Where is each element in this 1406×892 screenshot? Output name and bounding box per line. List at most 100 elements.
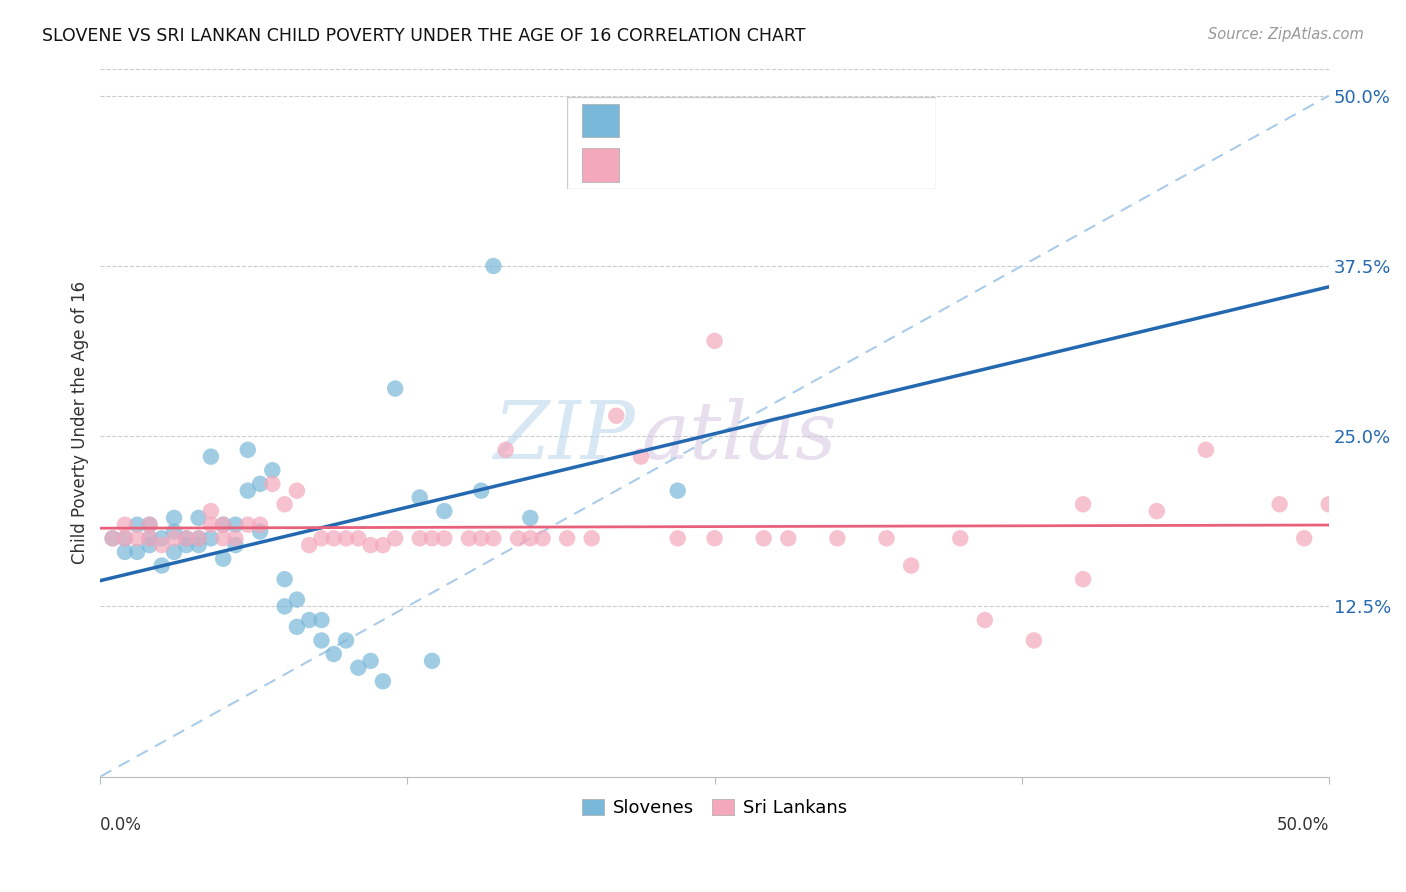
Y-axis label: Child Poverty Under the Age of 16: Child Poverty Under the Age of 16 xyxy=(72,281,89,564)
Point xyxy=(420,654,443,668)
Point xyxy=(1071,497,1094,511)
Point xyxy=(187,511,209,525)
Point xyxy=(457,531,479,545)
Point xyxy=(163,524,186,539)
Point xyxy=(703,334,725,348)
Point xyxy=(420,531,443,545)
Point xyxy=(176,538,198,552)
Point xyxy=(212,517,235,532)
Point xyxy=(482,259,505,273)
Point xyxy=(138,531,160,545)
Point xyxy=(360,654,382,668)
Point xyxy=(127,531,149,545)
Point xyxy=(470,483,492,498)
Point xyxy=(311,531,333,545)
Point xyxy=(150,531,173,545)
Point xyxy=(949,531,972,545)
Point xyxy=(212,531,235,545)
Point xyxy=(101,531,124,545)
Text: ZIP: ZIP xyxy=(494,398,634,475)
Point xyxy=(384,531,406,545)
Point xyxy=(224,517,246,532)
Point xyxy=(311,633,333,648)
Point xyxy=(200,517,222,532)
Point xyxy=(360,538,382,552)
Point xyxy=(212,551,235,566)
Point xyxy=(200,531,222,545)
Point xyxy=(311,613,333,627)
Point xyxy=(138,517,160,532)
Point xyxy=(138,531,160,545)
Point xyxy=(409,491,432,505)
Point xyxy=(273,599,295,614)
Point xyxy=(1146,504,1168,518)
Point xyxy=(482,531,505,545)
Point xyxy=(224,531,246,545)
Point xyxy=(163,531,186,545)
Point xyxy=(200,504,222,518)
Point xyxy=(176,531,198,545)
Point xyxy=(1268,497,1291,511)
Point xyxy=(187,531,209,545)
Point xyxy=(703,531,725,545)
Text: 0.0%: 0.0% xyxy=(100,815,142,833)
Point xyxy=(127,517,149,532)
Point xyxy=(322,531,344,545)
Point xyxy=(249,517,271,532)
Point xyxy=(371,674,394,689)
Point xyxy=(127,545,149,559)
Point xyxy=(519,511,541,525)
Point xyxy=(163,545,186,559)
Point xyxy=(298,613,321,627)
Point xyxy=(778,531,800,545)
Point xyxy=(114,545,136,559)
Point xyxy=(1317,497,1340,511)
Point xyxy=(236,442,259,457)
Point xyxy=(262,476,284,491)
Point xyxy=(101,531,124,545)
Text: atlas: atlas xyxy=(641,398,837,475)
Point xyxy=(433,504,456,518)
Point xyxy=(176,531,198,545)
Text: 50.0%: 50.0% xyxy=(1277,815,1329,833)
Point xyxy=(335,531,357,545)
Point xyxy=(212,517,235,532)
Point xyxy=(876,531,898,545)
Point xyxy=(827,531,849,545)
Point xyxy=(630,450,652,464)
Point xyxy=(519,531,541,545)
Point xyxy=(1022,633,1045,648)
Point xyxy=(163,511,186,525)
Point xyxy=(495,442,517,457)
Point xyxy=(666,531,689,545)
Point xyxy=(973,613,995,627)
Point xyxy=(506,531,529,545)
Point xyxy=(187,531,209,545)
Point xyxy=(900,558,922,573)
Point xyxy=(138,517,160,532)
Point xyxy=(335,633,357,648)
Text: SLOVENE VS SRI LANKAN CHILD POVERTY UNDER THE AGE OF 16 CORRELATION CHART: SLOVENE VS SRI LANKAN CHILD POVERTY UNDE… xyxy=(42,27,806,45)
Point xyxy=(262,463,284,477)
Point xyxy=(555,531,578,545)
Point xyxy=(605,409,627,423)
Point xyxy=(371,538,394,552)
Point xyxy=(249,524,271,539)
Point xyxy=(531,531,554,545)
Point xyxy=(1195,442,1218,457)
Point xyxy=(1294,531,1316,545)
Point xyxy=(236,517,259,532)
Point xyxy=(409,531,432,545)
Legend: Slovenes, Sri Lankans: Slovenes, Sri Lankans xyxy=(575,791,853,824)
Point xyxy=(322,647,344,661)
Point xyxy=(581,531,603,545)
Point xyxy=(470,531,492,545)
Point xyxy=(236,483,259,498)
Point xyxy=(114,517,136,532)
Point xyxy=(273,572,295,586)
Point xyxy=(666,483,689,498)
Point xyxy=(138,538,160,552)
Point xyxy=(114,531,136,545)
Point xyxy=(200,450,222,464)
Point xyxy=(752,531,775,545)
